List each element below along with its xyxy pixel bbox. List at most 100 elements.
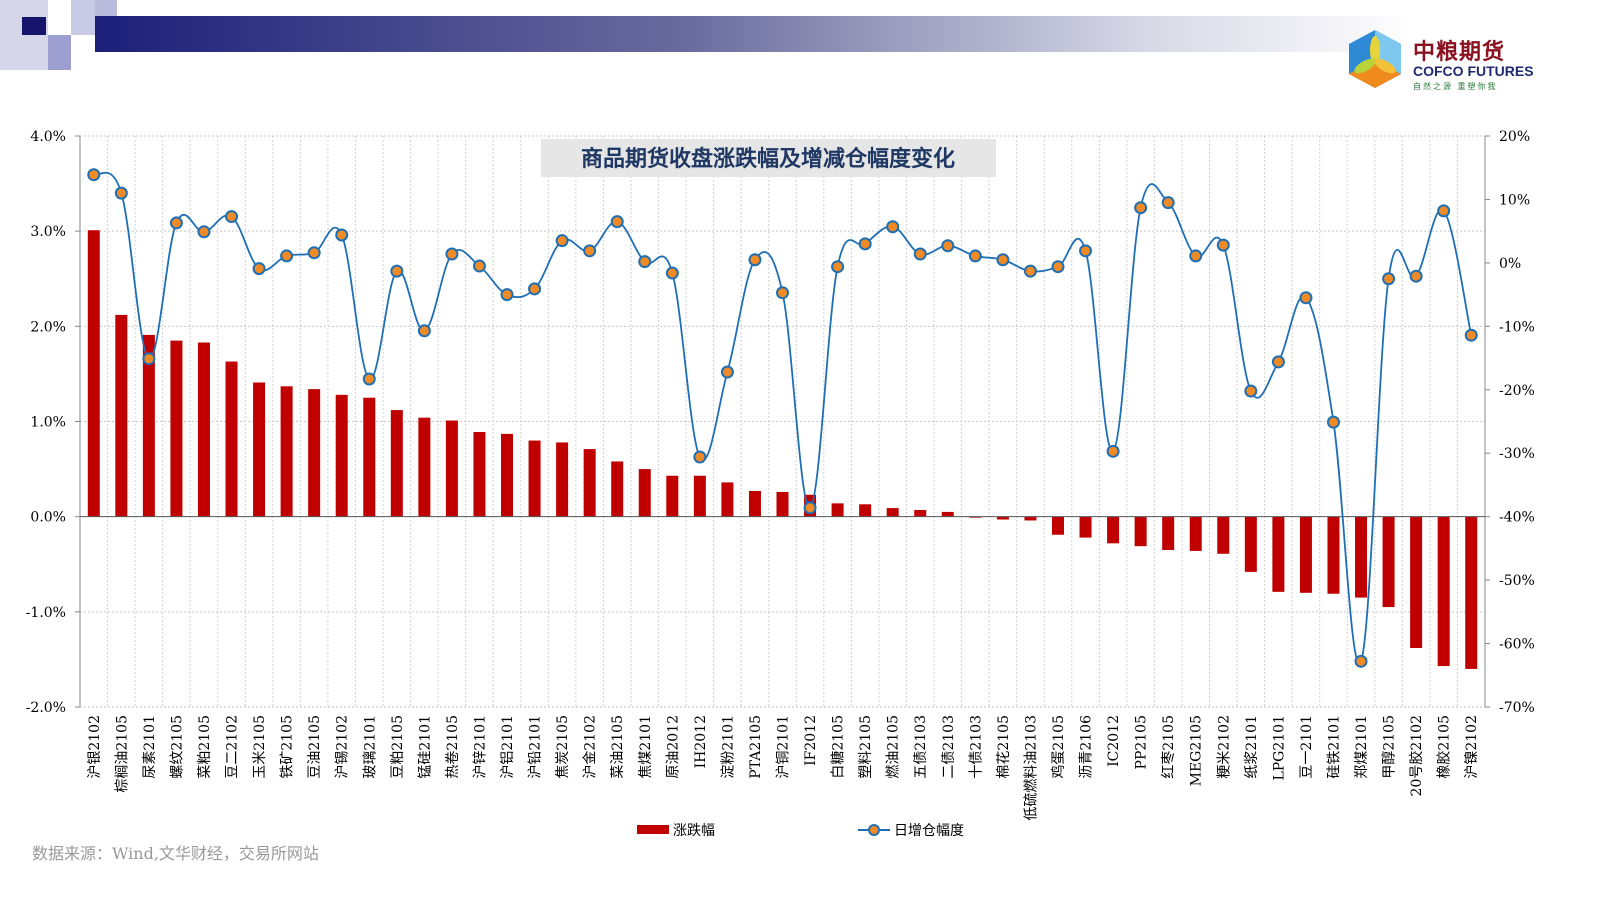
point-沪锌2101 bbox=[472, 259, 486, 273]
point-焦煤2101 bbox=[638, 255, 652, 269]
category-label: 焦炭2105 bbox=[555, 715, 571, 779]
bar-二债2103 bbox=[941, 511, 954, 517]
bar-玉米2105 bbox=[253, 382, 266, 517]
category-label: 棉花2105 bbox=[995, 715, 1012, 779]
right-tick-label: 20% bbox=[1499, 129, 1530, 145]
point-玻璃2101 bbox=[362, 372, 376, 386]
left-tick-label: -1.0% bbox=[26, 605, 66, 621]
bar-豆二2102 bbox=[225, 361, 238, 517]
right-tick-label: 10% bbox=[1499, 192, 1530, 208]
category-label: 沪银2102 bbox=[87, 715, 103, 779]
bar-纸浆2101 bbox=[1244, 516, 1257, 572]
category-label: 低硫燃料油2103 bbox=[1022, 715, 1039, 821]
point-甲醇2105 bbox=[1382, 272, 1396, 286]
right-tick-label: -30% bbox=[1499, 446, 1535, 462]
bar-焦炭2105 bbox=[556, 442, 569, 517]
category-label: 郑煤2101 bbox=[1354, 715, 1370, 779]
category-label: 十债2103 bbox=[968, 715, 984, 779]
point-锰硅2101 bbox=[417, 324, 431, 338]
point-沪金2102 bbox=[583, 244, 597, 258]
category-label: 锰硅2101 bbox=[417, 715, 433, 779]
bar-鸡蛋2105 bbox=[1051, 516, 1064, 535]
category-label: 橡胶2105 bbox=[1436, 715, 1453, 779]
category-label: 沪铅2101 bbox=[528, 715, 544, 779]
point-棉花2105 bbox=[996, 253, 1010, 267]
point-红枣2105 bbox=[1161, 196, 1175, 210]
bar-铁矿2105 bbox=[280, 386, 293, 517]
point-白糖2105 bbox=[831, 260, 845, 274]
category-label: 五债2103 bbox=[913, 715, 929, 779]
right-tick-label: 0% bbox=[1499, 256, 1521, 272]
category-label: 棕榈油2105 bbox=[114, 715, 130, 793]
point-尿素2101 bbox=[142, 352, 156, 366]
point-沥青2106 bbox=[1079, 244, 1093, 258]
right-tick-label: -70% bbox=[1499, 700, 1535, 716]
bar-郑煤2101 bbox=[1355, 516, 1368, 598]
point-沪锡2102 bbox=[335, 228, 349, 242]
bar-玻璃2101 bbox=[363, 397, 376, 517]
logo-cube-icon bbox=[1349, 30, 1401, 88]
bar-热卷2105 bbox=[445, 420, 458, 517]
category-label: 豆二2102 bbox=[225, 715, 241, 779]
bar-燃油2105 bbox=[886, 508, 899, 517]
point-五债2103 bbox=[913, 247, 927, 261]
chart-title: 商品期货收盘涨跌幅及增减仓幅度变化 bbox=[581, 146, 955, 172]
right-tick-label: -20% bbox=[1499, 383, 1535, 399]
category-label: 沪锡2102 bbox=[335, 715, 351, 779]
logo-text-en: COFCO FUTURES bbox=[1413, 63, 1534, 79]
category-label: IF2012 bbox=[803, 715, 819, 766]
category-label: 热卷2105 bbox=[445, 715, 461, 779]
bar-沪银2102 bbox=[87, 230, 100, 517]
point-IC2012 bbox=[1106, 444, 1120, 458]
decor-square bbox=[48, 35, 71, 70]
category-label: 粳米2102 bbox=[1216, 715, 1232, 779]
category-label: 沪锌2101 bbox=[472, 715, 488, 779]
bar-原油2012 bbox=[666, 475, 679, 517]
bar-沥青2106 bbox=[1079, 516, 1092, 538]
point-豆粕2105 bbox=[390, 264, 404, 278]
cofco-logo: 中粮期货 COFCO FUTURES 自然之源 重塑你我 bbox=[1345, 28, 1545, 98]
category-label: 沪金2102 bbox=[583, 715, 599, 779]
logo-tagline: 自然之源 重塑你我 bbox=[1413, 82, 1498, 91]
bar-IH2012 bbox=[693, 475, 706, 517]
category-label: 玻璃2101 bbox=[361, 715, 378, 779]
point-沪铝2101 bbox=[500, 288, 514, 302]
bar-白糖2105 bbox=[831, 503, 844, 517]
left-tick-label: 0.0% bbox=[30, 510, 66, 526]
point-LPG2101 bbox=[1271, 355, 1285, 369]
category-label: 豆粕2105 bbox=[390, 715, 406, 779]
category-label: 铁矿2105 bbox=[280, 715, 296, 779]
category-label: 红枣2105 bbox=[1161, 715, 1177, 779]
data-source: 数据来源：Wind,文华财经，交易所网站 bbox=[32, 844, 319, 863]
bar-豆粕2105 bbox=[390, 410, 403, 517]
left-tick-label: -2.0% bbox=[26, 700, 66, 716]
point-热卷2105 bbox=[445, 247, 459, 261]
category-label: 菜粕2105 bbox=[197, 715, 213, 779]
bar-沪铅2101 bbox=[528, 440, 541, 517]
right-tick-label: -60% bbox=[1499, 637, 1535, 653]
point-郑煤2101 bbox=[1354, 654, 1368, 668]
category-label: 燃油2105 bbox=[885, 715, 902, 779]
bar-菜粕2105 bbox=[197, 342, 210, 517]
point-豆二2102 bbox=[225, 210, 239, 224]
decor-square bbox=[71, 0, 95, 35]
point-低硫燃料油2103 bbox=[1023, 264, 1037, 278]
right-tick-label: -10% bbox=[1499, 319, 1535, 335]
point-IF2012 bbox=[803, 501, 817, 515]
left-tick-label: 2.0% bbox=[30, 319, 66, 335]
point-燃油2105 bbox=[886, 220, 900, 234]
category-label: 淀粉2101 bbox=[720, 715, 736, 779]
bar-20号胶2102 bbox=[1410, 516, 1423, 648]
bar-粳米2102 bbox=[1217, 516, 1230, 554]
point-鸡蛋2105 bbox=[1051, 260, 1065, 274]
bar-五债2103 bbox=[914, 510, 927, 517]
point-硅铁2101 bbox=[1326, 415, 1340, 429]
bar-焦煤2101 bbox=[638, 469, 651, 517]
bar-沪铜2101 bbox=[776, 491, 789, 517]
point-铁矿2105 bbox=[280, 249, 294, 263]
bar-MEG2105 bbox=[1189, 516, 1202, 551]
point-焦炭2105 bbox=[555, 234, 569, 248]
point-玉米2105 bbox=[252, 262, 266, 276]
category-label: 二债2103 bbox=[941, 715, 957, 779]
point-沪铜2101 bbox=[776, 286, 789, 300]
